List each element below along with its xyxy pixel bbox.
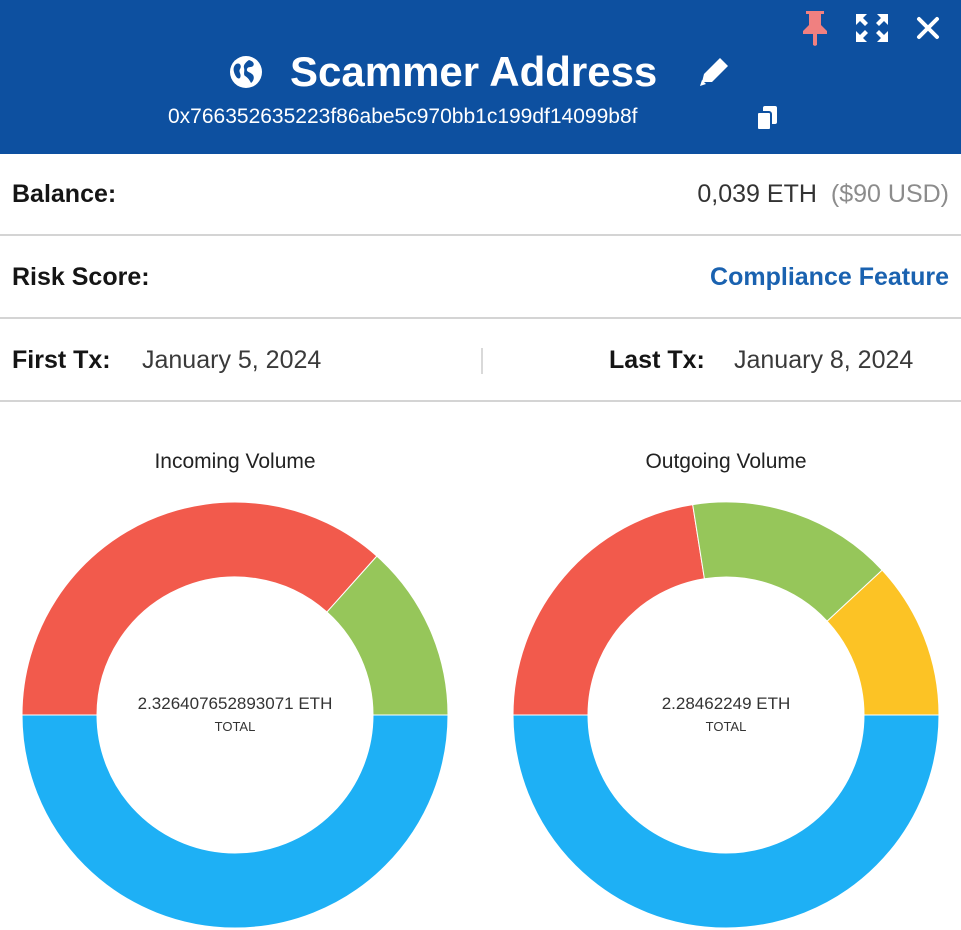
outgoing-total-label: TOTAL — [706, 719, 747, 734]
divider — [481, 348, 483, 374]
close-icon — [917, 17, 939, 39]
wallet-address: 0x766352635223f86abe5c970bb1c199df14099b… — [168, 105, 638, 128]
globe-icon — [230, 56, 262, 88]
outgoing-total-value: 2.28462249 ETH — [662, 694, 791, 713]
incoming-volume-chart: 2.326407652893071 ETH TOTAL — [21, 501, 449, 929]
window-header: Scammer Address 0x766352635223f86abe5c97… — [0, 0, 961, 154]
risk-row: Risk Score: Compliance Feature — [0, 237, 961, 319]
donut-slice-1-1[interactable] — [512, 504, 705, 716]
expand-button[interactable] — [854, 12, 890, 44]
outgoing-volume-chart: 2.28462249 ETH TOTAL — [512, 501, 940, 929]
last-tx-label: Last Tx: — [609, 346, 705, 374]
pin-icon — [803, 11, 827, 46]
copy-icon[interactable] — [754, 104, 780, 132]
risk-score-label: Risk Score: — [12, 263, 150, 291]
incoming-total-value: 2.326407652893071 ETH — [138, 694, 333, 713]
tx-row: First Tx: January 5, 2024 Last Tx: Janua… — [0, 320, 961, 402]
balance-usd: ($90 USD) — [830, 180, 949, 208]
page-title: Scammer Address — [290, 48, 658, 95]
balance-value-group: 0,039 ETH ($90 USD) — [697, 154, 949, 234]
first-tx-label: First Tx: — [12, 346, 111, 374]
donut-slice-0-0[interactable] — [21, 714, 449, 929]
last-tx-value: January 8, 2024 — [734, 346, 914, 374]
balance-label: Balance: — [12, 180, 117, 208]
compliance-feature-link[interactable]: Compliance Feature — [710, 263, 949, 291]
outgoing-volume-title: Outgoing Volume — [645, 450, 807, 473]
pencil-icon[interactable] — [694, 52, 734, 92]
first-tx-value: January 5, 2024 — [142, 346, 322, 374]
pin-button[interactable] — [798, 8, 832, 46]
donut-slice-1-0[interactable] — [512, 714, 940, 929]
donut-slice-0-1[interactable] — [21, 501, 378, 716]
incoming-volume-title: Incoming Volume — [154, 450, 316, 473]
donut-slice-1-3[interactable] — [826, 569, 940, 716]
balance-eth: 0,039 ETH — [697, 180, 817, 208]
expand-icon — [856, 14, 888, 42]
balance-row: Balance: 0,039 ETH ($90 USD) — [0, 154, 961, 236]
donut-slice-0-2[interactable] — [326, 555, 449, 716]
close-button[interactable] — [910, 10, 946, 46]
incoming-total-label: TOTAL — [215, 719, 256, 734]
